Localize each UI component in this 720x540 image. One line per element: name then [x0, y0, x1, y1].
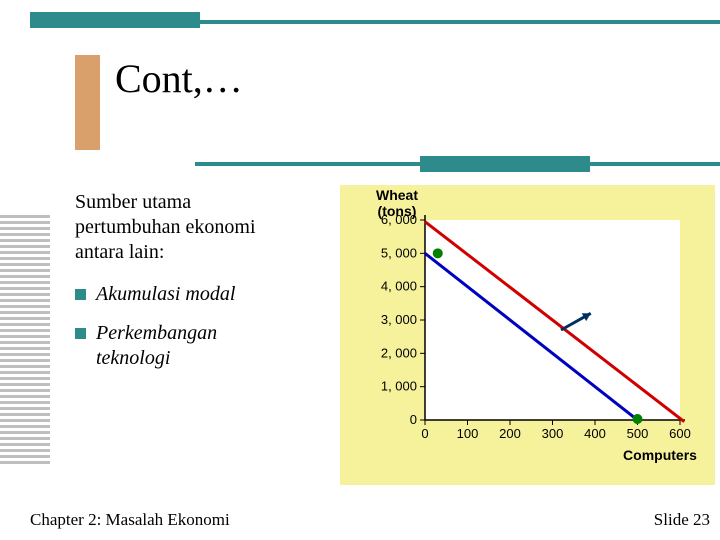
chart-container: 6, 0005, 0004, 0003, 0002, 0001, 0000010…	[340, 185, 715, 485]
intro-text: Sumber utama pertumbuhan ekonomi antara …	[75, 190, 295, 265]
svg-text:400: 400	[584, 426, 606, 441]
decoration-mid-bar	[420, 156, 590, 172]
bullet-square-icon	[75, 328, 86, 339]
slide-title: Cont,…	[115, 55, 243, 102]
svg-text:200: 200	[499, 426, 521, 441]
footer-chapter: Chapter 2: Masalah Ekonomi	[30, 510, 230, 530]
svg-text:4, 000: 4, 000	[381, 279, 417, 294]
svg-text:(tons): (tons)	[378, 203, 417, 219]
bullet-list: Akumulasi modal Perkembangan teknologi	[75, 282, 295, 385]
svg-text:100: 100	[457, 426, 479, 441]
decoration-top-bar	[30, 12, 200, 28]
svg-text:600: 600	[669, 426, 691, 441]
bullet-square-icon	[75, 289, 86, 300]
svg-text:0: 0	[410, 412, 417, 427]
bullet-item: Perkembangan teknologi	[75, 321, 295, 371]
svg-text:300: 300	[542, 426, 564, 441]
svg-text:500: 500	[627, 426, 649, 441]
decoration-orange-block	[75, 55, 100, 150]
bullet-text: Perkembangan teknologi	[96, 321, 295, 371]
decoration-stripes	[0, 215, 50, 465]
svg-text:Wheat: Wheat	[376, 187, 418, 203]
bullet-item: Akumulasi modal	[75, 282, 295, 307]
svg-text:1, 000: 1, 000	[381, 379, 417, 394]
svg-text:3, 000: 3, 000	[381, 312, 417, 327]
svg-text:2, 000: 2, 000	[381, 345, 417, 360]
svg-text:0: 0	[421, 426, 428, 441]
footer-slide-number: Slide 23	[654, 510, 710, 530]
svg-text:Computers: Computers	[623, 447, 697, 463]
ppf-chart: 6, 0005, 0004, 0003, 0002, 0001, 0000010…	[340, 185, 715, 485]
decoration-top-line	[200, 20, 720, 24]
bullet-text: Akumulasi modal	[96, 282, 235, 307]
svg-text:5, 000: 5, 000	[381, 245, 417, 260]
